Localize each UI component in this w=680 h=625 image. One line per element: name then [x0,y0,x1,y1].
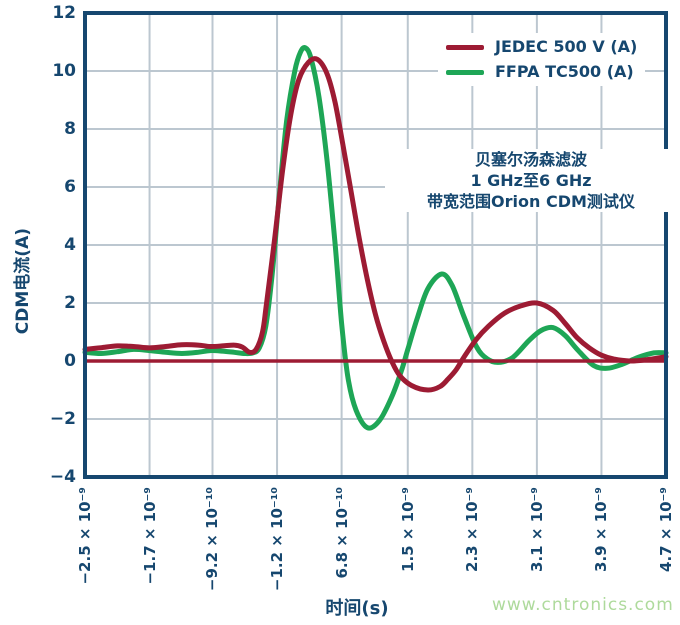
y-tick-label: 6 [64,177,76,197]
legend-label-jedec: JEDEC 500 V (A) [495,37,638,56]
jedec-line-swatch [446,44,484,50]
legend-item-ffpa: FFPA TC500 (A) [446,62,637,82]
x-tick-label: 3.1 × 10⁻⁹ [527,487,546,572]
x-tick-label: −2.5 × 10⁻⁹ [76,487,94,585]
y-tick-label: 0 [64,351,76,371]
annotation-line-2: 1 GHz至6 GHz [470,171,592,190]
ffpa-line-swatch [446,69,484,75]
annotation-line-3: 带宽范围Orion CDM测试仪 [427,192,635,211]
x-tick-label: −9.2 × 10⁻¹⁰ [203,487,222,592]
x-tick-label: 2.3 × 10⁻⁹ [463,487,482,572]
x-tick-label: 6.8 × 10⁻¹⁰ [332,487,351,579]
y-tick-label: 8 [64,119,76,139]
y-axis-label: CDM电流(A) [13,228,33,335]
annotation-line-1: 贝塞尔汤森滤波 [474,150,587,169]
watermark: www.cntronics.com [492,595,674,615]
x-axis-label: 时间(s) [325,598,389,619]
x-tick-label: −1.7 × 10⁻⁹ [140,487,159,585]
y-tick-label: −4 [49,467,76,487]
y-tick-label: 4 [64,235,76,255]
filter-annotation: 贝塞尔汤森滤波 1 GHz至6 GHz 带宽范围Orion CDM测试仪 [385,149,677,212]
legend-item-jedec: JEDEC 500 V (A) [446,37,637,57]
x-tick-label: 4.7 × 10⁻⁹ [657,487,675,572]
legend-label-ffpa: FFPA TC500 (A) [495,62,634,81]
x-tick-label: −1.2 × 10⁻¹⁰ [268,487,287,592]
plot-frame [83,11,668,479]
y-tick-label: 10 [52,61,76,81]
jedec-500v-curve [82,56,669,393]
x-tick-label: 3.9 × 10⁻⁹ [592,487,611,572]
legend: JEDEC 500 V (A) FFPA TC500 (A) [438,33,646,86]
y-tick-label: 2 [64,293,76,313]
x-tick-label: 1.5 × 10⁻⁹ [398,487,417,572]
ffpa-tc500-curve [82,45,669,431]
y-tick-label: −2 [49,409,76,429]
y-tick-label: 12 [52,3,76,23]
